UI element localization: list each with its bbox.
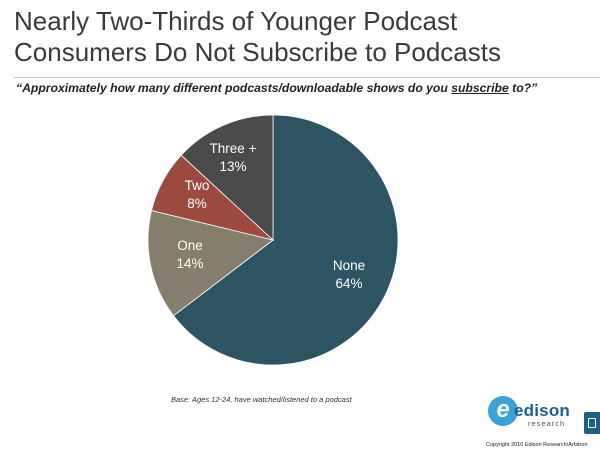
slice-value-one: 14% xyxy=(176,256,203,271)
title-line-2: Consumers Do Not Subscribe to Podcasts xyxy=(14,37,501,67)
slice-label-none: None xyxy=(333,258,365,273)
slice-value-three: 13% xyxy=(219,159,246,174)
question-text-after: to?” xyxy=(508,81,538,95)
title-line-1: Nearly Two-Thirds of Younger Podcast xyxy=(14,6,458,36)
survey-question: “Approximately how many different podcas… xyxy=(16,81,596,95)
edison-research-logo: e edison research xyxy=(488,396,570,436)
corner-app-icon xyxy=(584,412,600,434)
page-title: Nearly Two-Thirds of Younger Podcast Con… xyxy=(14,6,584,68)
title-divider xyxy=(14,77,600,78)
base-note: Base: Ages 12-24, have watched/listened … xyxy=(171,395,352,404)
logo-subtext: research xyxy=(528,419,566,428)
edison-e-icon: e xyxy=(488,396,518,426)
copyright-notice: Copyright 2010 Edison Research/Arbitron xyxy=(486,442,588,448)
slice-label-three: Three + xyxy=(210,141,257,156)
slice-label-one: One xyxy=(177,238,203,253)
pie-slice-three xyxy=(180,114,274,241)
pie-slice-none xyxy=(172,114,399,366)
logo-wordmark: edison xyxy=(514,401,570,420)
question-text-underlined: subscribe xyxy=(451,81,509,95)
question-text-before: “Approximately how many different podcas… xyxy=(16,81,452,95)
pie-slice-one xyxy=(147,210,274,317)
slice-value-none: 64% xyxy=(335,276,362,291)
slice-value-two: 8% xyxy=(187,196,207,211)
slice-label-two: Two xyxy=(185,178,210,193)
